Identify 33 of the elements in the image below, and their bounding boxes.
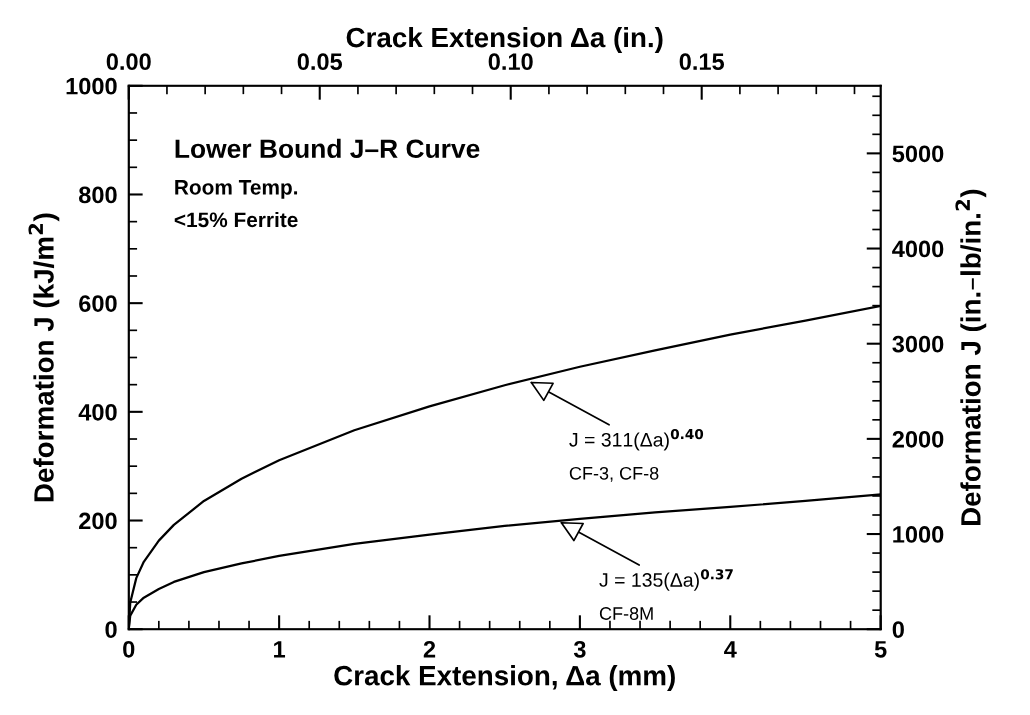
y2-axis-title: Deformation J (in.–lb/in.$^{2}$) xyxy=(955,189,987,526)
annotation: Room Temp. xyxy=(175,180,298,199)
x2-axis-title: Crack Extension Δa (in.) xyxy=(346,26,663,53)
annotation: J = 135(Δa)$^{0.37}$ xyxy=(599,569,733,591)
y-tick-label: 600 xyxy=(79,295,117,312)
y2-tick-label: 5000 xyxy=(892,145,944,163)
x2-tick-label: 0.10 xyxy=(488,53,533,71)
x2-tick-label: 0.00 xyxy=(106,53,151,71)
y2-tick-label: 2000 xyxy=(892,430,944,448)
x-tick-label: 0 xyxy=(123,640,135,658)
y-tick-label: 800 xyxy=(79,186,117,204)
y-axis-title: Deformation J (kJ/m$^{2}$) xyxy=(28,213,60,502)
y2-tick-label: 0 xyxy=(892,621,904,638)
y2-tick-label: 4000 xyxy=(892,240,944,258)
y-tick-label: 200 xyxy=(79,512,117,530)
y-tick-label: 0 xyxy=(105,621,117,638)
x2-tick-label: 0.15 xyxy=(679,53,725,71)
y2-tick-label: 1000 xyxy=(893,526,944,543)
x-axis-title: Crack Extension, Δa (mm) xyxy=(334,665,675,691)
annotation: J = 311(Δa)$^{0.40}$ xyxy=(569,428,704,451)
x-tick-label: 4 xyxy=(724,641,737,658)
y2-tick-label: 3000 xyxy=(892,335,944,353)
x-tick-label: 3 xyxy=(573,640,586,658)
x-tick-label: 2 xyxy=(423,640,436,658)
annotation: Lower Bound J–R Curve xyxy=(175,138,480,159)
annotation: CF-3, CF-8 xyxy=(569,466,659,482)
x2-tick-label: 0.05 xyxy=(297,53,343,71)
annotation: <15% Ferrite xyxy=(174,211,298,228)
x-tick-label: 1 xyxy=(274,641,286,658)
y-tick-label: 400 xyxy=(78,403,117,421)
x-tick-label: 5 xyxy=(874,641,887,658)
y-tick-label: 1000 xyxy=(66,77,117,95)
annotation: CF-8M xyxy=(599,607,653,620)
